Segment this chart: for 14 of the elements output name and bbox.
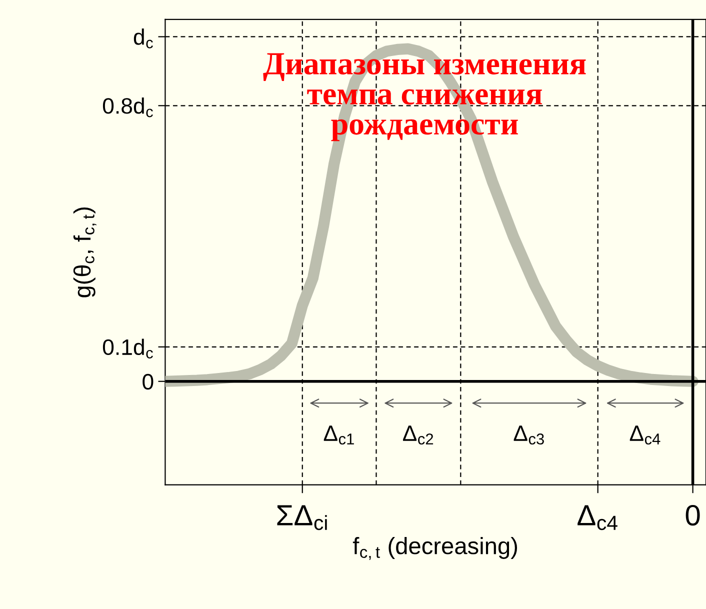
- y-axis-title: g(θ$_{c}$, f$_{c,t}$): [73, 207, 96, 298]
- annotation: Δ$_{c4}$: [630, 426, 660, 445]
- annotation: Δ$_{c2}$: [403, 426, 434, 445]
- x-axis-title: f$_{c,t}$ (decreasing): [352, 536, 518, 560]
- x-tick-label: ΣΔ$_{ci}$: [277, 505, 327, 530]
- y-tick-label: 0.8d$_{c}$: [102, 97, 153, 118]
- annotation: Δ$_{c3}$: [514, 426, 544, 445]
- text: Диапазоны изменения темпа снижения рождаемости: [263, 53, 586, 142]
- y-tick-label: 0.1d$_{c}$: [102, 338, 153, 359]
- x-tick-label: Δ$_{c4}$: [578, 505, 618, 530]
- x-tick-label: 0: [686, 504, 700, 526]
- y-tick-label: d$_{c}$: [134, 28, 153, 48]
- y-tick-label: 0: [142, 374, 154, 390]
- annotation: Δ$_{c1}$: [324, 426, 354, 445]
